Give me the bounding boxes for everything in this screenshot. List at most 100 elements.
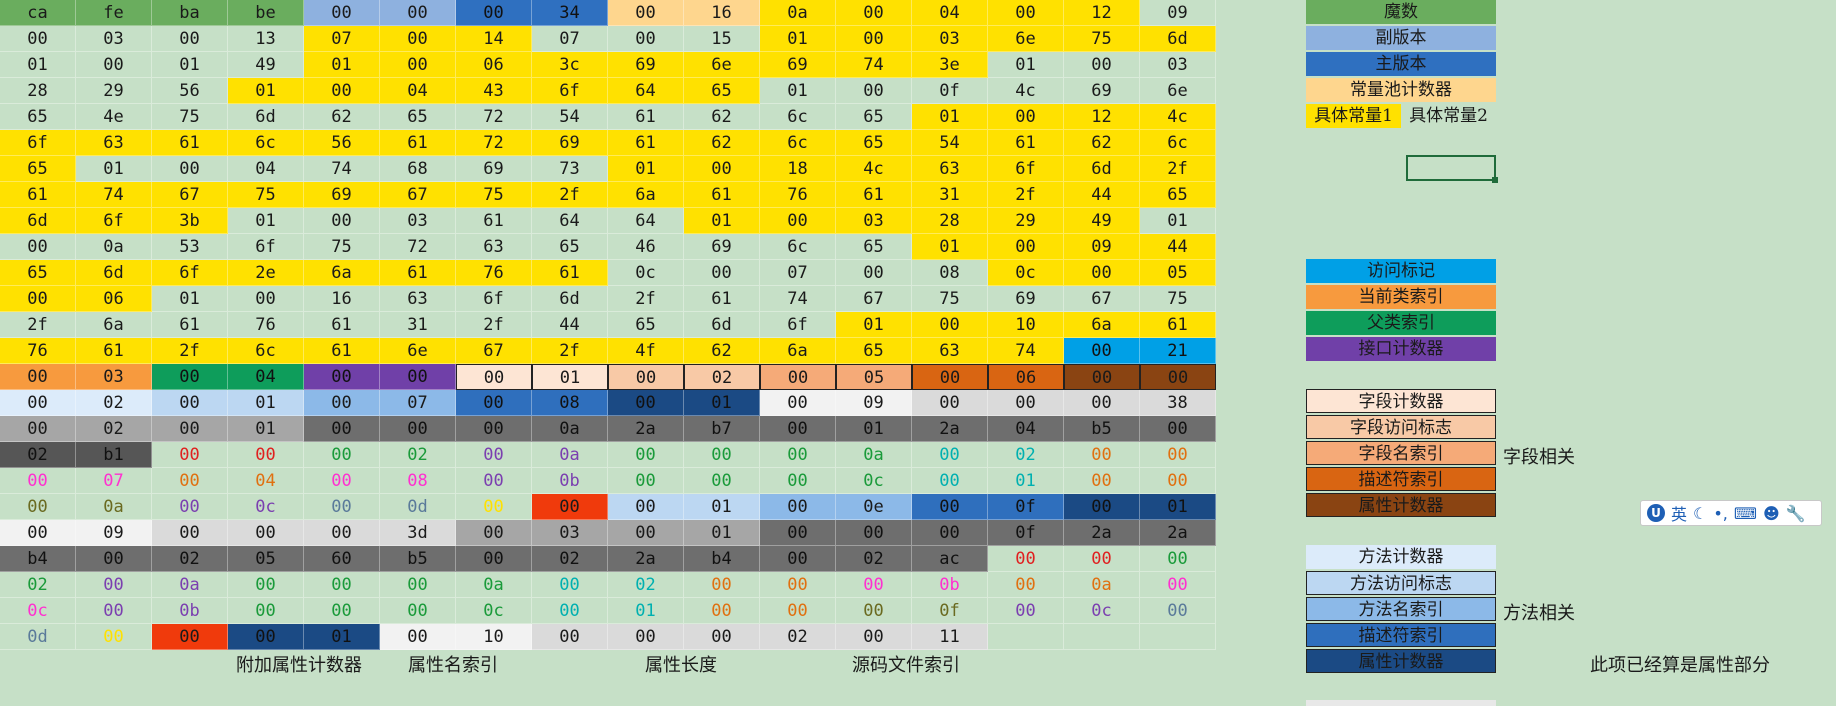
hex-cell[interactable]: 00: [1064, 338, 1140, 364]
hex-cell[interactable]: 44: [532, 312, 608, 338]
hex-cell[interactable]: 07: [304, 26, 380, 52]
hex-cell[interactable]: 01: [988, 52, 1064, 78]
hex-cell[interactable]: 00: [760, 494, 836, 520]
hex-cell[interactable]: 00: [456, 520, 532, 546]
hex-cell[interactable]: 0a: [76, 234, 152, 260]
hex-cell[interactable]: 6e: [988, 26, 1064, 52]
hex-cell[interactable]: 2f: [532, 338, 608, 364]
hex-cell[interactable]: 00: [684, 156, 760, 182]
hex-cell[interactable]: 00: [760, 416, 836, 442]
hex-cell[interactable]: 06: [456, 52, 532, 78]
hex-cell[interactable]: 69: [760, 52, 836, 78]
hex-cell[interactable]: 6a: [1064, 312, 1140, 338]
hex-cell[interactable]: 65: [0, 260, 76, 286]
hex-cell[interactable]: 12: [1064, 104, 1140, 130]
hex-cell[interactable]: 72: [456, 104, 532, 130]
hex-cell[interactable]: ca: [0, 0, 76, 26]
hex-cell[interactable]: b5: [380, 546, 456, 572]
hex-cell[interactable]: 61: [836, 182, 912, 208]
hex-cell[interactable]: 2f: [152, 338, 228, 364]
hex-cell[interactable]: 74: [304, 156, 380, 182]
hex-cell[interactable]: 01: [152, 286, 228, 312]
hex-cell[interactable]: 75: [228, 182, 304, 208]
hex-cell[interactable]: 00: [380, 364, 456, 390]
hex-cell[interactable]: 2a: [1064, 520, 1140, 546]
hex-cell[interactable]: 61: [304, 312, 380, 338]
hex-cell[interactable]: 00: [912, 520, 988, 546]
hex-cell[interactable]: 75: [912, 286, 988, 312]
hex-cell[interactable]: b1: [76, 442, 152, 468]
hex-cell[interactable]: 01: [76, 156, 152, 182]
hex-cell[interactable]: 00: [1064, 442, 1140, 468]
hex-cell[interactable]: 09: [1064, 234, 1140, 260]
hex-cell[interactable]: 00: [760, 208, 836, 234]
hex-cell[interactable]: 00: [988, 0, 1064, 26]
hex-cell[interactable]: 67: [380, 182, 456, 208]
hex-cell[interactable]: 00: [76, 546, 152, 572]
hex-cell[interactable]: 07: [380, 390, 456, 416]
hex-cell[interactable]: 01: [988, 468, 1064, 494]
hex-cell[interactable]: 00: [912, 494, 988, 520]
hex-cell[interactable]: 00: [608, 494, 684, 520]
hex-cell[interactable]: 4f: [608, 338, 684, 364]
hex-cell[interactable]: 00: [0, 520, 76, 546]
hex-cell[interactable]: 0b: [532, 468, 608, 494]
hex-cell[interactable]: 06: [988, 364, 1064, 390]
hex-cell[interactable]: 05: [836, 364, 912, 390]
hex-cell[interactable]: 00: [912, 364, 988, 390]
hex-cell[interactable]: 0c: [228, 494, 304, 520]
hex-cell[interactable]: 07: [76, 468, 152, 494]
hex-cell[interactable]: 0a: [532, 416, 608, 442]
hex-cell[interactable]: 6a: [76, 312, 152, 338]
hex-cell[interactable]: 00: [456, 442, 532, 468]
hex-cell[interactable]: 61: [532, 260, 608, 286]
hex-cell[interactable]: 0b: [912, 572, 988, 598]
hex-cell[interactable]: 00: [152, 26, 228, 52]
hex-cell[interactable]: 00: [988, 546, 1064, 572]
hex-cell[interactable]: 61: [684, 182, 760, 208]
hex-cell[interactable]: 2a: [608, 416, 684, 442]
hex-cell[interactable]: 53: [152, 234, 228, 260]
hex-cell[interactable]: 0c: [1064, 598, 1140, 624]
hex-cell[interactable]: 2f: [988, 182, 1064, 208]
hex-cell[interactable]: 65: [0, 104, 76, 130]
hex-cell[interactable]: 00: [380, 598, 456, 624]
hex-cell[interactable]: ac: [912, 546, 988, 572]
hex-cell[interactable]: 00: [304, 572, 380, 598]
hex-cell[interactable]: 00: [760, 442, 836, 468]
hex-cell[interactable]: 15: [684, 26, 760, 52]
hex-cell[interactable]: 01: [228, 416, 304, 442]
hex-cell[interactable]: 6f: [760, 312, 836, 338]
hex-cell[interactable]: b7: [684, 416, 760, 442]
hex-cell[interactable]: 3d: [380, 520, 456, 546]
hex-cell[interactable]: 00: [608, 0, 684, 26]
hex-cell[interactable]: 61: [684, 286, 760, 312]
hex-cell[interactable]: 63: [76, 130, 152, 156]
hex-cell[interactable]: 6c: [760, 104, 836, 130]
hex-cell[interactable]: 01: [912, 104, 988, 130]
hex-cell[interactable]: 00: [760, 520, 836, 546]
hex-cell[interactable]: 76: [228, 312, 304, 338]
hex-cell[interactable]: 67: [836, 286, 912, 312]
hex-cell[interactable]: 01: [532, 364, 608, 390]
hex-cell[interactable]: 76: [0, 338, 76, 364]
hex-cell[interactable]: 08: [532, 390, 608, 416]
hex-cell[interactable]: 00: [912, 390, 988, 416]
hex-cell[interactable]: 2f: [0, 312, 76, 338]
hex-cell[interactable]: 00: [228, 520, 304, 546]
hex-cell[interactable]: 00: [988, 572, 1064, 598]
hex-cell[interactable]: 0f: [912, 598, 988, 624]
hex-cell[interactable]: 2e: [228, 260, 304, 286]
hex-cell[interactable]: 09: [76, 520, 152, 546]
hex-cell[interactable]: 0a: [532, 442, 608, 468]
hex-cell[interactable]: 00: [0, 26, 76, 52]
hex-cell[interactable]: 2a: [608, 546, 684, 572]
hex-cell[interactable]: 63: [912, 156, 988, 182]
hex-cell[interactable]: 6f: [76, 208, 152, 234]
hex-cell[interactable]: 01: [228, 208, 304, 234]
hex-cell[interactable]: 00: [380, 624, 456, 650]
hex-cell[interactable]: 65: [532, 234, 608, 260]
hex-cell[interactable]: 00: [1064, 494, 1140, 520]
hex-cell[interactable]: 00: [1140, 546, 1216, 572]
hex-cell[interactable]: 34: [532, 0, 608, 26]
